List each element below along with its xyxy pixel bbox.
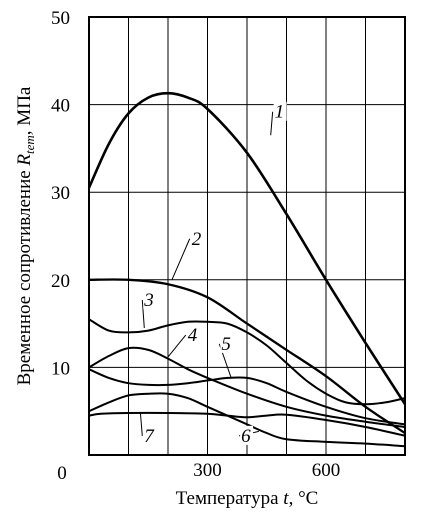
curve-label-3: 3 [143, 290, 154, 311]
curves [87, 91, 407, 448]
curve-label-5: 5 [221, 334, 231, 355]
plot-frame [88, 16, 406, 456]
curve-5 [88, 368, 406, 426]
label-bg-6 [240, 425, 254, 445]
curve-label-4: 4 [188, 325, 198, 346]
y-tick-label-40: 40 [51, 96, 70, 117]
curve-6 [88, 392, 406, 448]
curve-3 [88, 318, 406, 406]
curve-label-6: 6 [241, 426, 251, 447]
label-bg-7 [143, 425, 157, 445]
y-axis-title: Временное сопротивление Rtem, МПа [14, 86, 37, 385]
leader-7 [139, 412, 143, 436]
curve-4 [88, 346, 406, 428]
y-tick-label-50: 50 [51, 8, 70, 29]
gridlines [89, 17, 405, 455]
label-bg-3 [143, 290, 157, 310]
x-tick-label-300: 300 [193, 460, 222, 481]
leader-4 [167, 334, 187, 358]
leader-3 [141, 300, 145, 329]
leader-2 [171, 238, 191, 280]
leader-1 [270, 111, 274, 136]
origin-label: 0 [57, 463, 67, 484]
label-bg-2 [190, 228, 204, 248]
curve-7 [88, 411, 406, 437]
y-tick-label-20: 20 [51, 271, 70, 292]
curve-labels: 1 2 3 4 5 6 7 [143, 101, 287, 447]
label-bg-4 [186, 325, 200, 345]
curve-1 [87, 91, 407, 405]
curve-label-7: 7 [144, 426, 155, 447]
label-bg-5 [220, 333, 234, 353]
y-tick-label-30: 30 [51, 183, 70, 204]
x-axis-title: Температура t, °C [176, 488, 319, 509]
label-bg-1 [273, 101, 287, 121]
x-tick-label-600: 600 [312, 460, 341, 481]
curve-label-1: 1 [275, 102, 285, 123]
curve-2 [88, 278, 406, 435]
y-tick-label-10: 10 [51, 358, 70, 379]
tick-labels: 10 20 30 40 50 300 600 0 [51, 8, 340, 484]
curve-label-2: 2 [192, 229, 202, 250]
